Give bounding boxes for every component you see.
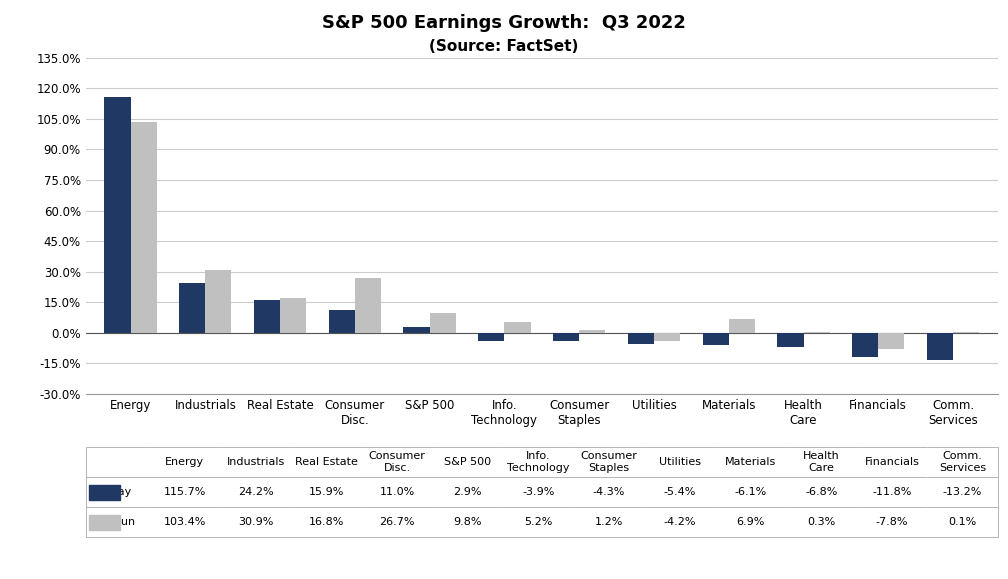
Bar [105, 97, 131, 333]
Bar [580, 330, 606, 333]
Bar [355, 278, 381, 333]
Bar [478, 333, 504, 340]
Bar [429, 313, 456, 333]
Bar [131, 122, 156, 333]
Bar [254, 301, 280, 333]
Bar [628, 333, 654, 344]
Bar [852, 333, 878, 357]
Bar [179, 283, 206, 333]
Bar [927, 333, 953, 360]
Bar [329, 310, 355, 333]
Bar [280, 298, 306, 333]
Text: S&P 500 Earnings Growth:  Q3 2022: S&P 500 Earnings Growth: Q3 2022 [323, 14, 685, 32]
Bar [206, 270, 232, 333]
Bar [654, 333, 680, 341]
Bar [403, 327, 429, 333]
Bar [878, 333, 904, 349]
Bar [504, 322, 530, 333]
Bar [703, 333, 729, 345]
Bar [777, 333, 803, 346]
Bar [803, 332, 830, 333]
Bar [729, 318, 755, 333]
Text: (Source: FactSet): (Source: FactSet) [429, 39, 579, 54]
Bar [553, 333, 580, 342]
